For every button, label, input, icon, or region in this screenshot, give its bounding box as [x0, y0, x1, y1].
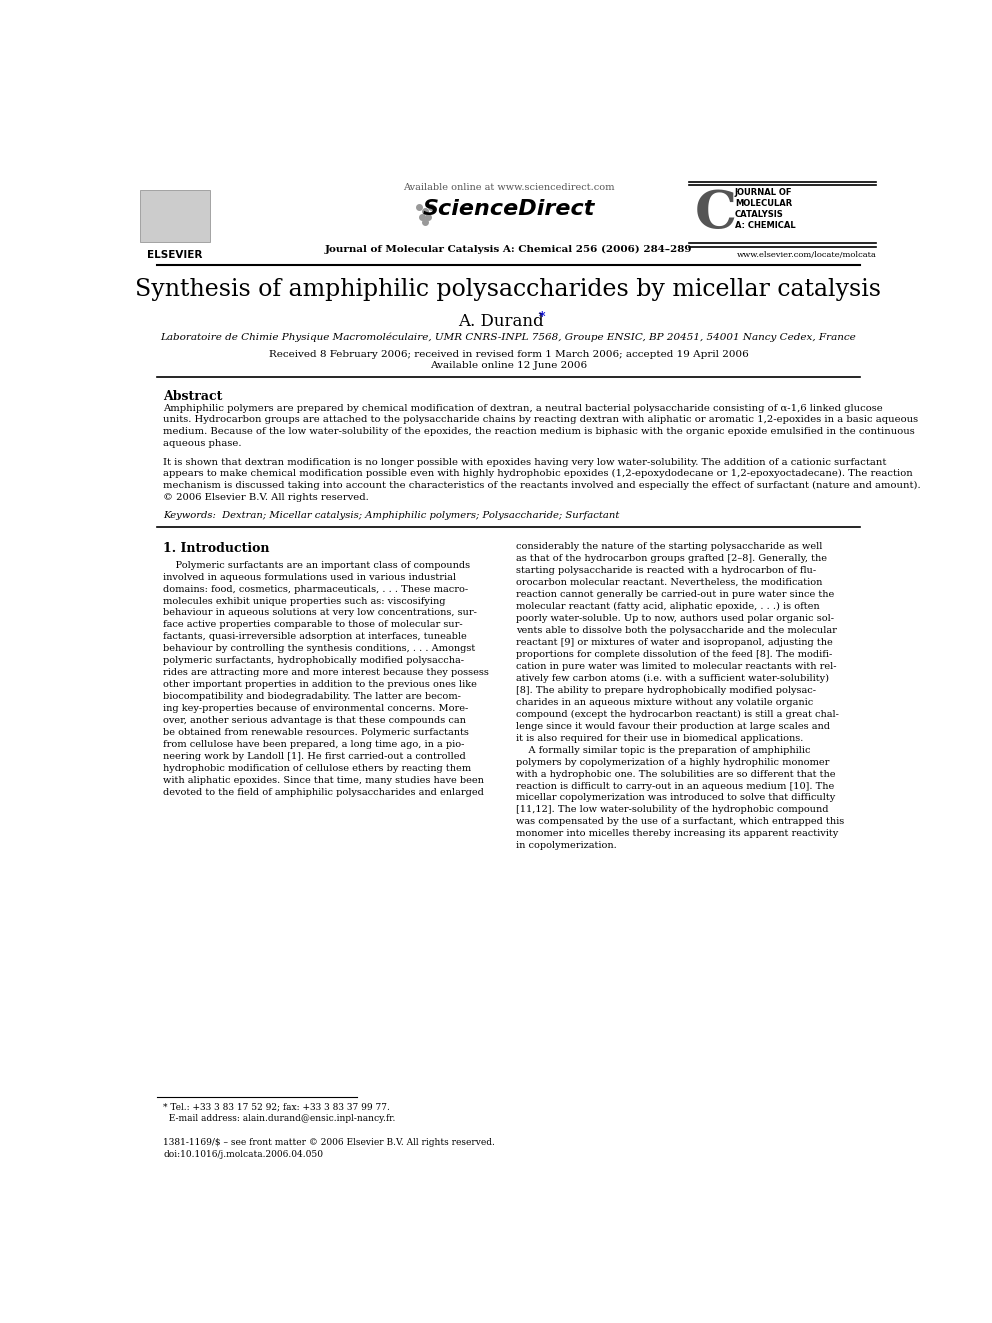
Text: Available online at www.sciencedirect.com: Available online at www.sciencedirect.co…	[403, 184, 614, 192]
Text: It is shown that dextran modification is no longer possible with epoxides having: It is shown that dextran modification is…	[164, 458, 921, 503]
Text: C: C	[694, 188, 737, 239]
Bar	[140, 189, 209, 242]
Text: Journal of Molecular Catalysis A: Chemical 256 (2006) 284–289: Journal of Molecular Catalysis A: Chemic…	[324, 245, 692, 254]
Text: 1. Introduction: 1. Introduction	[164, 542, 270, 556]
Text: A. Durand: A. Durand	[458, 312, 544, 329]
Text: 1381-1169/$ – see front matter © 2006 Elsevier B.V. All rights reserved.: 1381-1169/$ – see front matter © 2006 El…	[164, 1138, 495, 1147]
Text: www.elsevier.com/locate/molcata: www.elsevier.com/locate/molcata	[737, 251, 877, 259]
Text: Laboratoire de Chimie Physique Macromoléculaire, UMR CNRS-INPL 7568, Groupe ENSI: Laboratoire de Chimie Physique Macromolé…	[161, 332, 856, 341]
Text: considerably the nature of the starting polysaccharide as well
as that of the hy: considerably the nature of the starting …	[516, 542, 844, 851]
Text: Abstract: Abstract	[164, 390, 223, 402]
Text: Amphiphilic polymers are prepared by chemical modification of dextran, a neutral: Amphiphilic polymers are prepared by che…	[164, 404, 919, 448]
Text: doi:10.1016/j.molcata.2006.04.050: doi:10.1016/j.molcata.2006.04.050	[164, 1150, 323, 1159]
Text: Keywords:  Dextran; Micellar catalysis; Amphiphilic polymers; Polysaccharide; Su: Keywords: Dextran; Micellar catalysis; A…	[164, 512, 620, 520]
Text: *: *	[540, 311, 546, 324]
Text: Available online 12 June 2006: Available online 12 June 2006	[430, 361, 587, 370]
Text: Received 8 February 2006; received in revised form 1 March 2006; accepted 19 Apr: Received 8 February 2006; received in re…	[269, 349, 748, 359]
Text: * Tel.: +33 3 83 17 52 92; fax: +33 3 83 37 99 77.: * Tel.: +33 3 83 17 52 92; fax: +33 3 83…	[164, 1103, 390, 1111]
Text: ELSEVIER: ELSEVIER	[147, 250, 202, 259]
Text: ScienceDirect: ScienceDirect	[423, 198, 594, 218]
Text: Polymeric surfactants are an important class of compounds
involved in aqueous fo: Polymeric surfactants are an important c…	[164, 561, 489, 796]
Text: Synthesis of amphiphilic polysaccharides by micellar catalysis: Synthesis of amphiphilic polysaccharides…	[135, 278, 882, 302]
Text: E-mail address: alain.durand@ensic.inpl-nancy.fr.: E-mail address: alain.durand@ensic.inpl-…	[164, 1114, 396, 1122]
Text: JOURNAL OF
MOLECULAR
CATALYSIS
A: CHEMICAL: JOURNAL OF MOLECULAR CATALYSIS A: CHEMIC…	[735, 188, 796, 230]
